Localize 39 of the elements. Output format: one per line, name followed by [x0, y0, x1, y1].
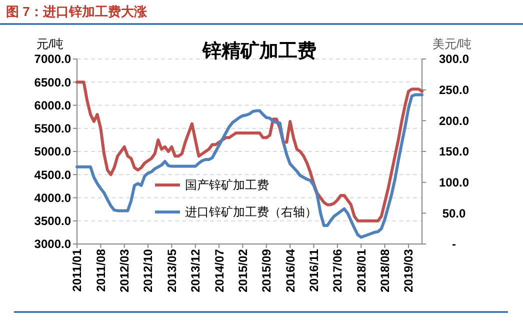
x-tick-label: 2015/09	[260, 248, 274, 292]
y2-tick-label: 50.0	[442, 206, 466, 220]
y-tick-label: 3500.0	[34, 214, 72, 228]
x-tick-label: 2011/01	[70, 248, 84, 292]
line-series	[76, 93, 424, 239]
x-tick-label: 2011/08	[94, 248, 108, 292]
y-tick-label: 5000.0	[34, 144, 72, 159]
x-tick-label: 2013/12	[188, 248, 203, 292]
x-tick-label: 2012/03	[118, 248, 132, 292]
y-tick-label: 7000.0	[34, 52, 72, 66]
x-tick-label: 2016/04	[283, 248, 298, 292]
y2-tick-label: 100.0	[438, 176, 470, 190]
y2-tick-label: 300.0	[438, 52, 470, 66]
y-tick-label: 6500.0	[34, 75, 72, 90]
chart-title: 图 7：进口锌加工费大涨	[6, 4, 148, 19]
y2-tick-label: -	[452, 237, 456, 252]
legend-label: 国产锌矿加工费	[185, 178, 269, 192]
y-tick-label: 5500.0	[34, 122, 72, 136]
y-tick-label: 3000.0	[34, 237, 72, 252]
x-tick-label: 2019/03	[402, 248, 416, 292]
chart-subtitle: 锌精矿加工费	[202, 40, 316, 62]
x-tick-label: 2014/07	[212, 248, 226, 292]
x-tick-label: 2016/11	[306, 248, 321, 292]
line-series	[76, 80, 424, 222]
y-tick-label: 6000.0	[34, 98, 72, 112]
legend-label: 进口锌矿加工费（右轴）	[185, 205, 317, 220]
y2-tick-label: 250.0	[438, 83, 470, 98]
x-tick-label: 2018/08	[378, 248, 392, 292]
x-tick-label: 2013/05	[164, 248, 179, 292]
x-tick-label: 2015/02	[236, 248, 250, 292]
y2-tick-label: 200.0	[438, 114, 470, 128]
x-tick-label: 2012/10	[141, 248, 156, 292]
x-tick-label: 2017/06	[330, 248, 345, 292]
y-tick-label: 4000.0	[34, 190, 72, 205]
y2-tick-label: 150.0	[438, 144, 470, 159]
y-axis-title: 元/吨	[36, 37, 64, 51]
x-tick-label: 2018/01	[354, 248, 368, 292]
y-tick-label: 4500.0	[34, 168, 72, 182]
y2-axis-title: 美元/吨	[432, 37, 472, 51]
